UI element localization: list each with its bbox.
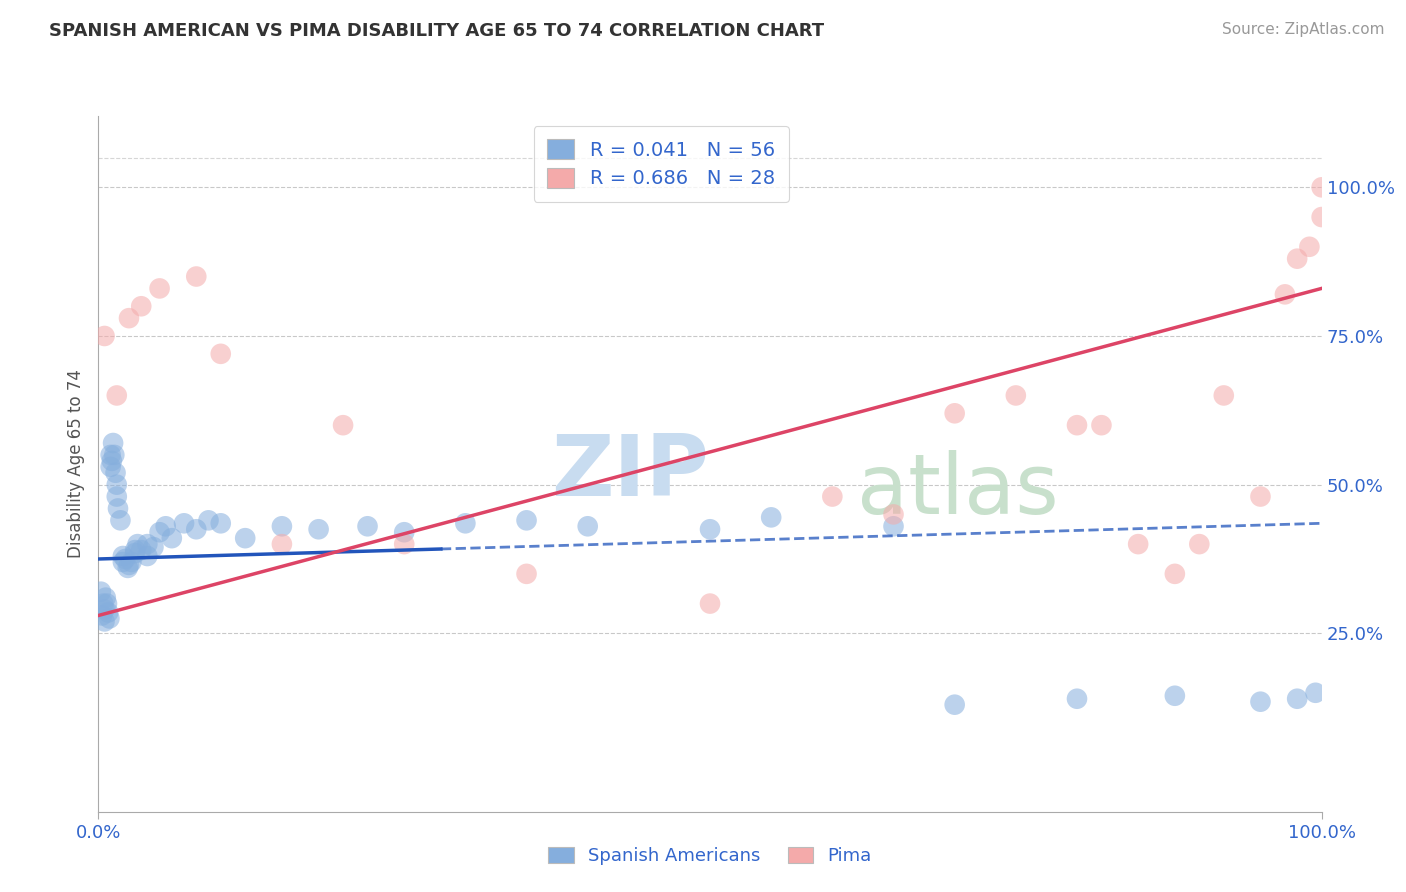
Y-axis label: Disability Age 65 to 74: Disability Age 65 to 74 [66,369,84,558]
Point [98,611,121,625]
Point [124,546,146,560]
Point [96,597,118,611]
Point [142,540,165,554]
Point [332,418,354,433]
Point [186,269,208,284]
Point [97,606,120,620]
Point [101,454,124,468]
Point [1188,537,1211,551]
Point [356,519,378,533]
Point [883,519,905,533]
Point [104,466,127,480]
Point [100,448,122,462]
Point [107,501,129,516]
Point [209,516,232,531]
Point [1310,180,1333,194]
Point [1250,695,1272,709]
Point [516,566,538,581]
Point [699,597,721,611]
Point [94,591,117,605]
Point [129,543,152,558]
Point [118,558,141,572]
Point [1066,418,1088,433]
Point [114,552,136,566]
Text: SPANISH AMERICAN VS PIMA DISABILITY AGE 65 TO 74 CORRELATION CHART: SPANISH AMERICAN VS PIMA DISABILITY AGE … [49,22,824,40]
Point [103,448,125,462]
Point [1066,691,1088,706]
Point [1310,210,1333,224]
Text: atlas: atlas [856,450,1059,531]
Point [117,561,139,575]
Point [101,436,124,450]
Point [943,406,966,420]
Point [1004,388,1026,402]
Point [943,698,966,712]
Point [149,281,172,295]
Point [454,516,477,531]
Point [100,459,122,474]
Point [118,311,141,326]
Point [120,555,142,569]
Point [155,519,177,533]
Point [1128,537,1150,551]
Point [270,519,294,533]
Point [91,608,114,623]
Point [90,584,112,599]
Point [270,537,294,551]
Point [209,347,232,361]
Point [1298,240,1320,254]
Point [127,537,149,551]
Point [1090,418,1112,433]
Point [136,549,159,563]
Point [124,543,146,558]
Legend: Spanish Americans, Pima: Spanish Americans, Pima [541,839,879,872]
Point [91,597,114,611]
Point [110,513,132,527]
Point [197,513,219,527]
Point [821,490,844,504]
Point [1274,287,1296,301]
Point [1250,490,1272,504]
Point [160,531,183,545]
Point [883,508,905,522]
Point [136,537,159,551]
Point [111,549,134,563]
Point [392,537,416,551]
Point [392,525,416,540]
Point [1164,566,1187,581]
Point [129,299,152,313]
Point [1164,689,1187,703]
Point [93,615,115,629]
Point [105,388,128,402]
Point [93,602,115,616]
Point [699,522,721,536]
Point [1305,686,1327,700]
Point [105,477,128,491]
Point [93,329,115,343]
Point [186,522,208,536]
Point [1212,388,1234,402]
Point [105,490,128,504]
Point [111,555,134,569]
Text: ZIP: ZIP [551,431,709,515]
Point [1286,252,1309,266]
Point [761,510,783,524]
Point [308,522,330,536]
Point [173,516,195,531]
Point [149,525,172,540]
Point [1286,691,1309,706]
Text: Source: ZipAtlas.com: Source: ZipAtlas.com [1222,22,1385,37]
Point [576,519,599,533]
Point [233,531,256,545]
Point [516,513,538,527]
